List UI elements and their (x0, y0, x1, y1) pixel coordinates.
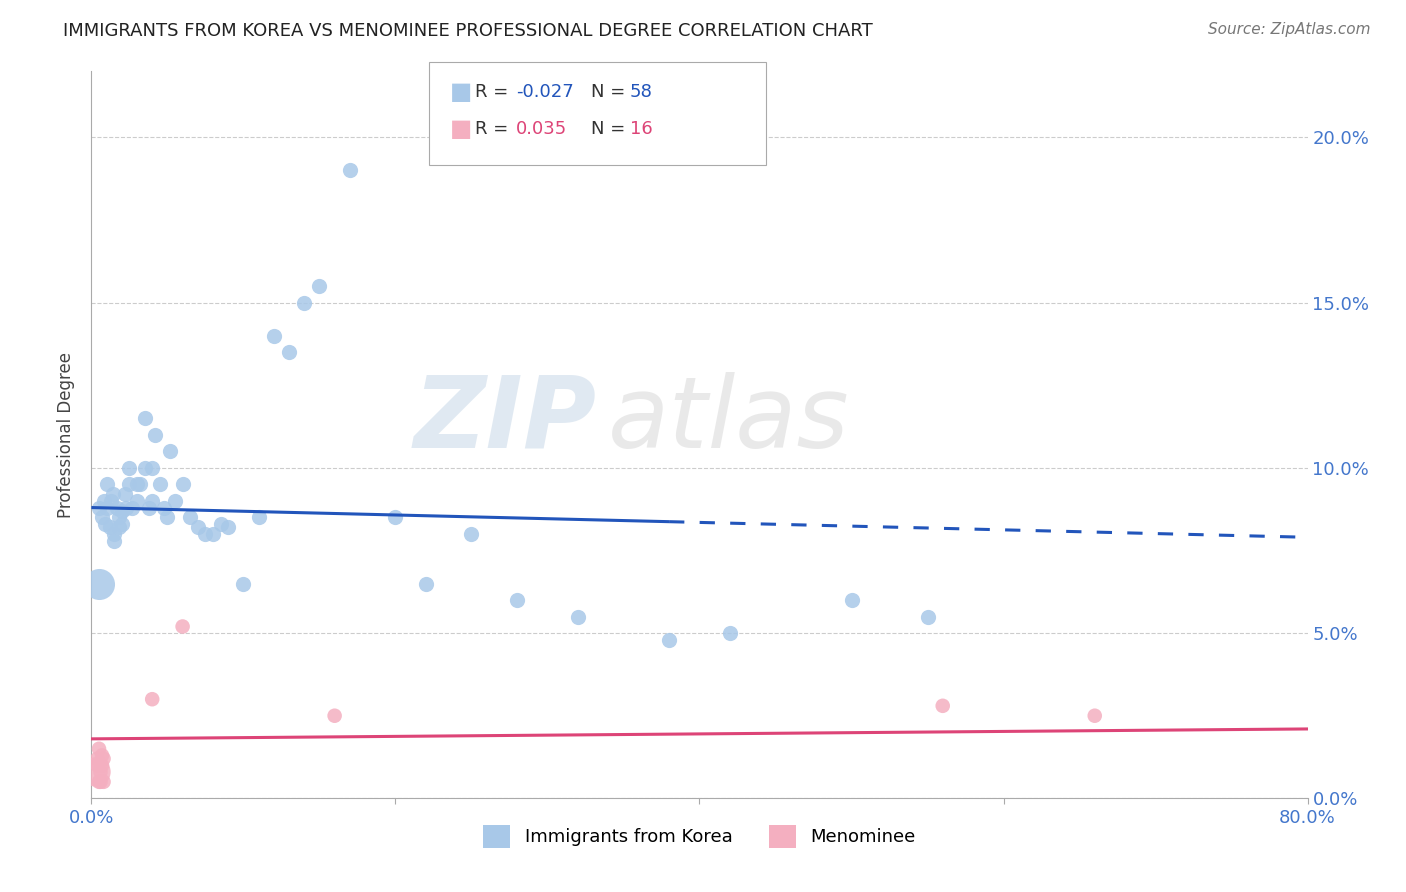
Point (153, 500, 176, 515)
Point (217, 520, 239, 534)
Point (87, 576, 110, 591)
Point (103, 533, 125, 548)
Point (506, 593, 529, 607)
Point (87, 500, 110, 515)
Text: R =: R = (475, 120, 515, 138)
Point (118, 461, 141, 475)
Point (841, 593, 863, 607)
Text: Source: ZipAtlas.com: Source: ZipAtlas.com (1208, 22, 1371, 37)
Text: R =: R = (475, 83, 515, 101)
Point (460, 527, 482, 541)
Point (917, 609, 939, 624)
Point (202, 527, 225, 541)
Point (138, 500, 160, 515)
Point (89, 764, 111, 779)
Point (159, 444, 181, 458)
Point (718, 626, 741, 640)
Point (91, 748, 114, 763)
Text: ■: ■ (450, 80, 472, 103)
Point (179, 510, 201, 524)
Point (278, 345, 301, 359)
Point (115, 500, 138, 515)
Point (87, 741, 110, 756)
Point (96, 477, 118, 491)
Point (141, 494, 163, 508)
Text: IMMIGRANTS FROM KOREA VS MENOMINEE PROFESSIONAL DEGREE CORRELATION CHART: IMMIGRANTS FROM KOREA VS MENOMINEE PROFE… (63, 22, 873, 40)
Point (86, 758, 108, 772)
Point (129, 477, 152, 491)
Text: 16: 16 (630, 120, 652, 138)
Point (263, 328, 285, 343)
Point (94, 517, 117, 532)
Point (93, 752, 115, 766)
Point (125, 477, 148, 491)
Point (292, 295, 315, 310)
Point (384, 510, 406, 524)
Point (247, 510, 270, 524)
Text: 0.035: 0.035 (516, 120, 567, 138)
Point (141, 461, 163, 475)
Text: -0.027: -0.027 (516, 83, 574, 101)
Point (134, 411, 156, 425)
Text: 58: 58 (630, 83, 652, 101)
Point (93, 494, 115, 508)
Point (111, 504, 134, 518)
Text: N =: N = (591, 83, 630, 101)
Point (172, 477, 194, 491)
Point (100, 494, 122, 508)
Point (141, 692, 163, 706)
Point (149, 477, 172, 491)
Point (567, 609, 589, 624)
Legend: Immigrants from Korea, Menominee: Immigrants from Korea, Menominee (477, 818, 922, 855)
Point (1084, 708, 1107, 723)
Point (187, 520, 209, 534)
Point (339, 163, 361, 178)
Point (93, 774, 115, 789)
Text: atlas: atlas (609, 372, 849, 469)
Point (143, 427, 166, 442)
Text: N =: N = (591, 120, 630, 138)
Point (107, 520, 129, 534)
Point (84, 764, 107, 779)
Point (103, 527, 125, 541)
Point (209, 517, 232, 532)
Point (98, 520, 121, 534)
Point (308, 279, 330, 293)
Text: ■: ■ (450, 118, 472, 141)
Point (125, 494, 148, 508)
Point (111, 517, 134, 532)
Text: ZIP: ZIP (413, 372, 596, 469)
Point (91, 758, 114, 772)
Point (114, 487, 136, 501)
Point (323, 708, 346, 723)
Point (172, 619, 194, 633)
Point (658, 632, 681, 647)
Point (105, 500, 128, 515)
Point (91, 510, 114, 524)
Point (89, 774, 111, 789)
Point (156, 510, 179, 524)
Point (87, 774, 110, 789)
Point (232, 576, 254, 591)
Point (931, 698, 953, 713)
Point (107, 510, 129, 524)
Point (194, 527, 217, 541)
Point (415, 576, 437, 591)
Point (163, 494, 186, 508)
Point (96, 500, 118, 515)
Point (121, 500, 143, 515)
Point (86, 752, 108, 766)
Point (118, 477, 141, 491)
Point (134, 461, 156, 475)
Point (101, 487, 124, 501)
Y-axis label: Professional Degree: Professional Degree (58, 351, 76, 518)
